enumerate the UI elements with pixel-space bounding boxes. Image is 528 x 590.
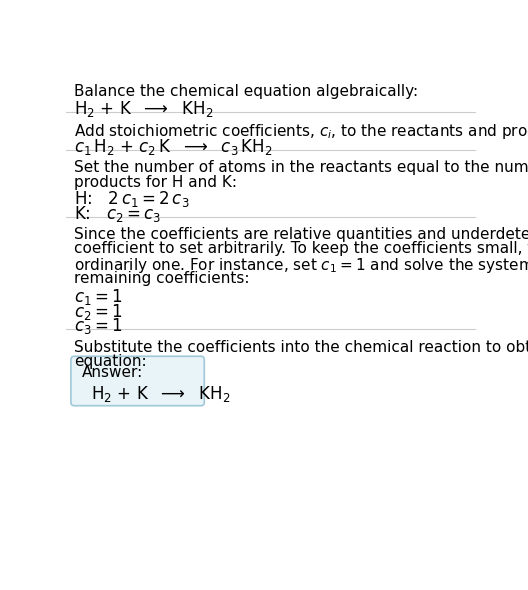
Text: Add stoichiometric coefficients, $c_i$, to the reactants and products:: Add stoichiometric coefficients, $c_i$, … xyxy=(74,122,528,141)
Text: ordinarily one. For instance, set $c_1 = 1$ and solve the system of equations fo: ordinarily one. For instance, set $c_1 =… xyxy=(74,256,528,275)
Text: Balance the chemical equation algebraically:: Balance the chemical equation algebraica… xyxy=(74,84,418,100)
Text: products for H and K:: products for H and K: xyxy=(74,175,237,189)
Text: $c_3 = 1$: $c_3 = 1$ xyxy=(74,316,123,336)
Text: $\mathrm{H_2}$ + K  $\longrightarrow$  $\mathrm{KH_2}$: $\mathrm{H_2}$ + K $\longrightarrow$ $\m… xyxy=(91,384,230,404)
Text: coefficient to set arbitrarily. To keep the coefficients small, the arbitrary va: coefficient to set arbitrarily. To keep … xyxy=(74,241,528,257)
Text: Answer:: Answer: xyxy=(82,365,144,381)
Text: $c_2 = 1$: $c_2 = 1$ xyxy=(74,301,123,322)
Text: $c_1\,\mathrm{H_2}$ + $c_2\,\mathrm{K}$  $\longrightarrow$  $c_3\,\mathrm{KH_2}$: $c_1\,\mathrm{H_2}$ + $c_2\,\mathrm{K}$ … xyxy=(74,137,272,157)
Text: Substitute the coefficients into the chemical reaction to obtain the balanced: Substitute the coefficients into the che… xyxy=(74,340,528,355)
Text: Set the number of atoms in the reactants equal to the number of atoms in the: Set the number of atoms in the reactants… xyxy=(74,160,528,175)
Text: equation:: equation: xyxy=(74,354,147,369)
Text: Since the coefficients are relative quantities and underdetermined, choose a: Since the coefficients are relative quan… xyxy=(74,227,528,242)
Text: $\mathrm{H_2}$ + K  $\longrightarrow$  $\mathrm{KH_2}$: $\mathrm{H_2}$ + K $\longrightarrow$ $\m… xyxy=(74,99,213,119)
Text: H:   $2\,c_1 = 2\,c_3$: H: $2\,c_1 = 2\,c_3$ xyxy=(74,189,190,209)
Text: K:   $c_2 = c_3$: K: $c_2 = c_3$ xyxy=(74,204,162,224)
Text: remaining coefficients:: remaining coefficients: xyxy=(74,270,250,286)
FancyBboxPatch shape xyxy=(71,356,204,406)
Text: $c_1 = 1$: $c_1 = 1$ xyxy=(74,287,123,307)
